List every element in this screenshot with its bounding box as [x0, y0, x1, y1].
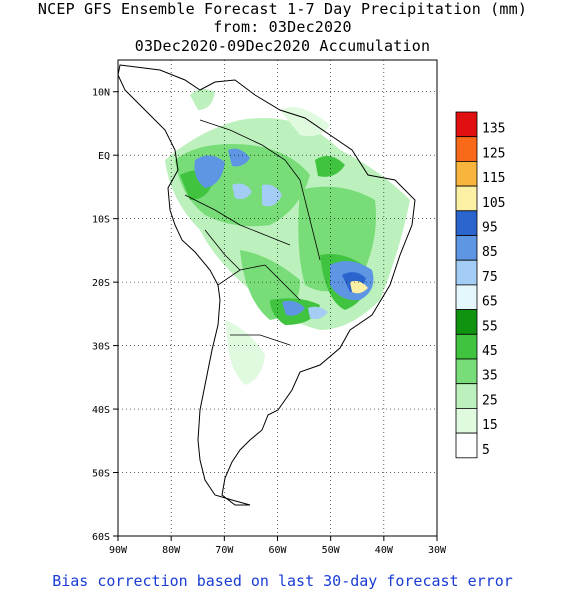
south-america-coastline	[117, 64, 416, 506]
colorbar-label: 135	[482, 122, 505, 137]
country-borders	[184, 119, 321, 346]
colorbar-swatch	[455, 358, 478, 385]
colorbar-label: 15	[482, 418, 498, 433]
footer-note: Bias correction based on last 30-day for…	[52, 572, 513, 590]
colorbar-swatch	[455, 309, 478, 335]
colorbar-swatch	[455, 111, 478, 138]
latitude-label: 10N	[92, 88, 110, 99]
title-line-1: NCEP GFS Ensemble Forecast 1-7 Day Preci…	[37, 0, 528, 18]
precipitation-shading	[165, 89, 410, 385]
longitude-label: 60W	[268, 545, 287, 556]
longitude-label: 80W	[162, 545, 181, 556]
colorbar-swatch	[455, 383, 478, 409]
colorbar-label: 75	[482, 270, 498, 285]
longitude-label: 50W	[322, 545, 341, 556]
latitude-label: 60S	[92, 532, 110, 543]
colorbar-swatch	[455, 160, 478, 187]
map-frame	[117, 59, 438, 537]
title-line-2: from: 03Dec2020	[213, 18, 352, 36]
latitude-label: 50S	[92, 469, 110, 480]
latitude-label: 40S	[92, 405, 110, 416]
longitude-label: 70W	[215, 545, 234, 556]
colorbar-label: 35	[482, 369, 498, 384]
colorbar-label: 55	[482, 319, 498, 334]
colorbar-swatch	[455, 432, 478, 459]
colorbar-label: 115	[482, 171, 505, 186]
longitude-label: 30W	[428, 545, 447, 556]
colorbar-label: 85	[482, 245, 498, 260]
colorbar-swatch	[455, 284, 478, 310]
colorbar-label: 65	[482, 295, 498, 310]
colorbar-label: 95	[482, 221, 498, 236]
colorbar-swatch	[455, 235, 478, 261]
latitude-label: 20S	[92, 278, 110, 289]
latitude-label: 10S	[92, 215, 110, 226]
longitude-labels: 90W 80W 70W 60W 50W 40W 30W	[109, 545, 447, 556]
colorbar-label: 5	[482, 443, 490, 458]
colorbar-label: 105	[482, 196, 505, 211]
colorbar-swatch	[455, 185, 478, 212]
precipitation-colorbar: 135 125 115 105 95 85 75 65 55 45 35 25 15 5	[455, 111, 505, 459]
title-line-3: 03Dec2020-09Dec2020 Accumulation	[134, 37, 431, 55]
colorbar-label: 45	[482, 344, 498, 359]
colorbar-swatch	[455, 259, 478, 286]
latitude-label: EQ	[98, 151, 110, 162]
colorbar-label: 25	[482, 393, 498, 408]
latitude-label: 30S	[92, 342, 110, 353]
colorbar-swatch	[455, 210, 478, 236]
longitude-label: 40W	[375, 545, 394, 556]
latitude-labels: 10N EQ 10S 20S 30S 40S 50S 60S	[92, 88, 110, 543]
longitude-label: 90W	[109, 545, 128, 556]
colorbar-swatch	[455, 136, 478, 162]
colorbar-swatch	[455, 333, 478, 360]
colorbar-label: 125	[482, 146, 505, 161]
graticule	[113, 60, 438, 541]
colorbar-swatch	[455, 407, 478, 434]
